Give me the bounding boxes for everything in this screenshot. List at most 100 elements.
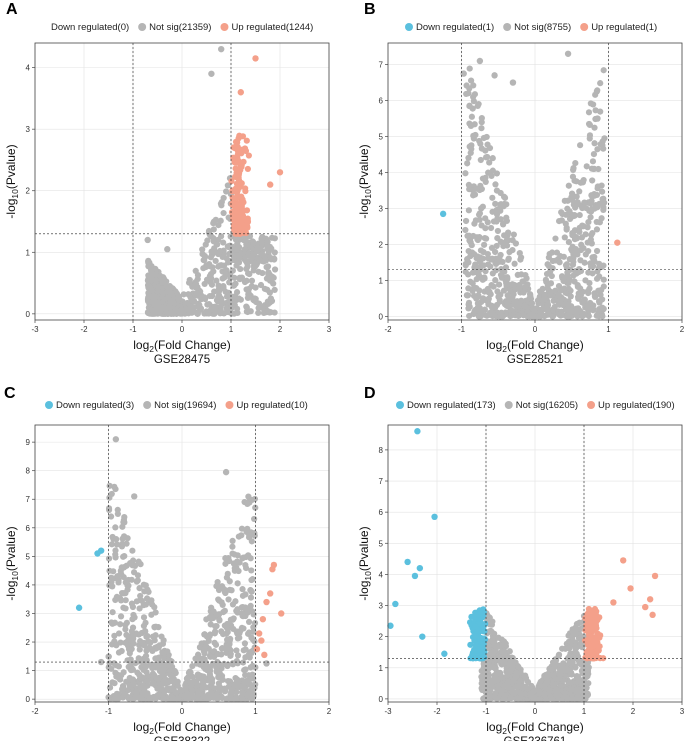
point-down	[392, 600, 399, 608]
point-up	[230, 144, 237, 151]
x-axis-title-pre: log	[486, 720, 502, 734]
point-notsig	[233, 678, 240, 686]
point-notsig	[490, 639, 498, 646]
point-notsig	[122, 626, 129, 633]
point-notsig	[220, 239, 227, 246]
point-notsig	[248, 567, 255, 574]
point-down	[479, 651, 486, 658]
x-tick-label: -2	[433, 707, 441, 716]
point-notsig	[117, 639, 124, 646]
point-up	[646, 596, 654, 603]
point-notsig	[217, 694, 224, 701]
point-down	[441, 650, 448, 657]
point-notsig	[478, 185, 485, 193]
point-notsig	[474, 300, 481, 307]
point-notsig	[233, 289, 241, 296]
point-notsig	[587, 100, 594, 107]
point-notsig	[187, 680, 194, 687]
point-notsig	[521, 673, 528, 680]
point-notsig	[512, 689, 519, 696]
point-notsig	[255, 309, 262, 316]
point-notsig	[588, 240, 595, 247]
point-notsig	[225, 642, 232, 649]
point-notsig	[124, 535, 131, 542]
point-notsig	[171, 668, 178, 675]
point-notsig	[581, 297, 588, 304]
point-notsig	[496, 296, 503, 304]
point-notsig	[160, 696, 167, 703]
point-notsig	[141, 689, 148, 696]
point-notsig	[495, 686, 502, 693]
point-notsig	[208, 679, 216, 686]
point-notsig	[508, 694, 515, 702]
panel-letter-a: A	[6, 1, 18, 18]
point-notsig	[212, 257, 219, 265]
y-axis-title: -log10(Pvalue)	[4, 144, 20, 218]
point-notsig	[219, 645, 226, 652]
point-notsig	[478, 222, 485, 229]
point-notsig	[214, 578, 221, 586]
point-notsig	[481, 241, 488, 248]
point-notsig	[564, 695, 571, 702]
point-notsig	[128, 576, 135, 583]
dataset-label: GSE28475	[154, 354, 210, 366]
point-notsig	[116, 595, 124, 602]
point-notsig	[247, 602, 254, 610]
point-up	[240, 229, 247, 236]
point-notsig	[125, 645, 133, 653]
point-notsig	[510, 291, 517, 298]
point-notsig	[106, 482, 113, 489]
point-notsig	[195, 657, 202, 665]
point-notsig	[492, 200, 499, 207]
y-axis-title-post: (Pvalue)	[357, 144, 371, 189]
point-notsig	[495, 634, 502, 641]
x-axis-title: log2(Fold Change)	[133, 338, 230, 354]
point-notsig	[196, 644, 204, 651]
point-notsig	[249, 671, 256, 678]
point-down	[387, 622, 394, 629]
point-notsig	[252, 295, 259, 302]
point-notsig	[515, 663, 522, 670]
point-notsig	[585, 664, 592, 671]
point-notsig	[234, 660, 241, 667]
point-notsig	[572, 159, 579, 167]
point-notsig	[538, 311, 545, 318]
point-up	[232, 165, 239, 172]
y-tick-label: 7	[26, 495, 31, 504]
point-notsig	[105, 555, 113, 562]
y-tick-label: 5	[379, 539, 384, 548]
point-notsig	[122, 579, 129, 586]
point-notsig	[208, 70, 215, 77]
point-notsig	[182, 306, 189, 313]
point-notsig	[248, 576, 255, 584]
point-notsig	[479, 679, 487, 686]
point-up	[276, 169, 284, 176]
y-tick-label: 4	[379, 570, 384, 579]
point-notsig	[257, 245, 264, 252]
point-notsig	[156, 308, 163, 316]
point-notsig	[247, 694, 254, 701]
point-notsig	[230, 560, 238, 567]
y-tick-label: 1	[379, 276, 384, 285]
point-notsig	[134, 669, 141, 676]
point-notsig	[129, 603, 137, 611]
point-notsig	[214, 650, 222, 658]
x-axis-title: log2(Fold Change)	[133, 720, 230, 736]
point-notsig	[592, 107, 599, 114]
point-notsig	[106, 506, 113, 514]
point-notsig	[208, 685, 215, 692]
x-tick-label: 1	[606, 325, 611, 334]
x-tick-label: 3	[680, 707, 685, 716]
point-notsig	[232, 236, 239, 243]
point-notsig	[238, 525, 246, 532]
y-axis-title: -log10(Pvalue)	[4, 526, 20, 600]
point-notsig	[556, 675, 563, 682]
point-notsig	[466, 103, 473, 110]
point-notsig	[252, 664, 259, 671]
point-notsig	[212, 216, 219, 223]
point-notsig	[554, 693, 561, 700]
point-notsig	[488, 244, 496, 252]
point-notsig	[549, 265, 556, 272]
point-notsig	[200, 656, 207, 664]
